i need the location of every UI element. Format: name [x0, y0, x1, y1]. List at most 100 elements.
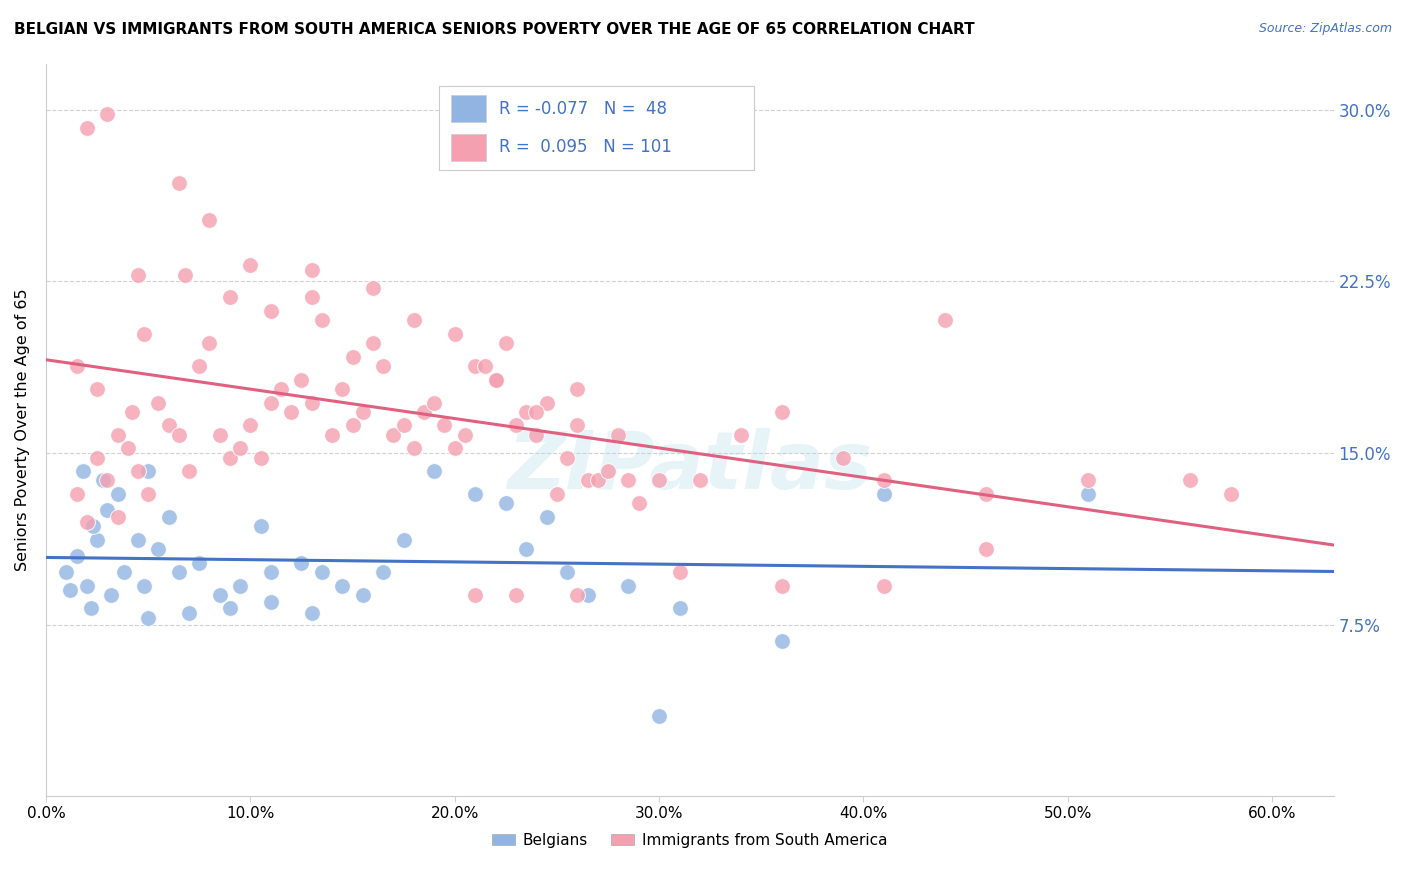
Point — [311, 565, 333, 579]
Point — [148, 395, 170, 409]
Point — [301, 395, 323, 409]
Point — [121, 405, 143, 419]
Point — [219, 450, 242, 465]
Point — [260, 395, 283, 409]
Point — [167, 565, 190, 579]
Point — [177, 464, 200, 478]
Point — [208, 427, 231, 442]
Point — [515, 541, 537, 556]
Point — [280, 405, 302, 419]
Point — [198, 212, 221, 227]
Point — [668, 565, 690, 579]
Point — [86, 450, 108, 465]
Point — [576, 474, 599, 488]
Point — [177, 606, 200, 620]
Point — [586, 474, 609, 488]
Point — [505, 588, 527, 602]
Point — [219, 290, 242, 304]
Point — [59, 583, 82, 598]
Point — [96, 474, 118, 488]
Point — [229, 579, 252, 593]
Point — [72, 464, 94, 478]
Point — [301, 606, 323, 620]
Point — [132, 326, 155, 341]
Point — [352, 405, 374, 419]
Point — [219, 601, 242, 615]
Point — [239, 258, 262, 272]
Point — [392, 418, 415, 433]
Point — [208, 588, 231, 602]
Point — [515, 405, 537, 419]
Point — [132, 579, 155, 593]
Point — [188, 359, 211, 373]
Point — [361, 336, 384, 351]
Point — [1077, 487, 1099, 501]
Point — [174, 268, 197, 282]
Point — [76, 121, 98, 136]
Point — [382, 427, 405, 442]
Point — [423, 464, 446, 478]
Point — [249, 519, 271, 533]
Point — [474, 359, 496, 373]
Point — [198, 336, 221, 351]
Point — [373, 565, 395, 579]
Point — [484, 373, 506, 387]
Point — [290, 556, 312, 570]
Point — [536, 510, 558, 524]
Point — [361, 281, 384, 295]
Point — [229, 442, 252, 456]
Point — [576, 588, 599, 602]
Point — [117, 442, 139, 456]
Point — [373, 359, 395, 373]
Point — [402, 313, 425, 327]
Point — [290, 373, 312, 387]
Point — [342, 350, 364, 364]
Point — [66, 549, 89, 563]
Point — [495, 496, 517, 510]
Point — [136, 464, 159, 478]
Point — [148, 541, 170, 556]
Point — [536, 395, 558, 409]
Point — [555, 450, 578, 465]
Point — [107, 510, 129, 524]
Point — [464, 359, 486, 373]
Point — [505, 418, 527, 433]
Point — [311, 313, 333, 327]
Point — [413, 405, 436, 419]
Point — [974, 541, 997, 556]
Point — [689, 474, 711, 488]
Point — [167, 176, 190, 190]
Point — [392, 533, 415, 547]
Point — [648, 474, 671, 488]
Point — [352, 588, 374, 602]
Point — [873, 487, 896, 501]
Point — [1180, 474, 1202, 488]
Point — [873, 474, 896, 488]
Point — [423, 395, 446, 409]
Point — [76, 515, 98, 529]
Point — [260, 565, 283, 579]
Point — [107, 487, 129, 501]
Point — [832, 450, 855, 465]
Point — [157, 418, 180, 433]
Point — [260, 304, 283, 318]
Point — [546, 487, 568, 501]
Point — [321, 427, 343, 442]
Point — [91, 474, 114, 488]
Point — [730, 427, 752, 442]
Point — [80, 601, 103, 615]
Point — [433, 418, 456, 433]
Point — [330, 382, 353, 396]
Point — [873, 579, 896, 593]
Point — [330, 579, 353, 593]
Point — [239, 418, 262, 433]
Point — [567, 588, 589, 602]
Point — [86, 382, 108, 396]
Point — [402, 442, 425, 456]
Point — [443, 442, 465, 456]
Point — [157, 510, 180, 524]
Point — [260, 594, 283, 608]
Point — [526, 405, 548, 419]
Point — [342, 418, 364, 433]
Point — [495, 336, 517, 351]
